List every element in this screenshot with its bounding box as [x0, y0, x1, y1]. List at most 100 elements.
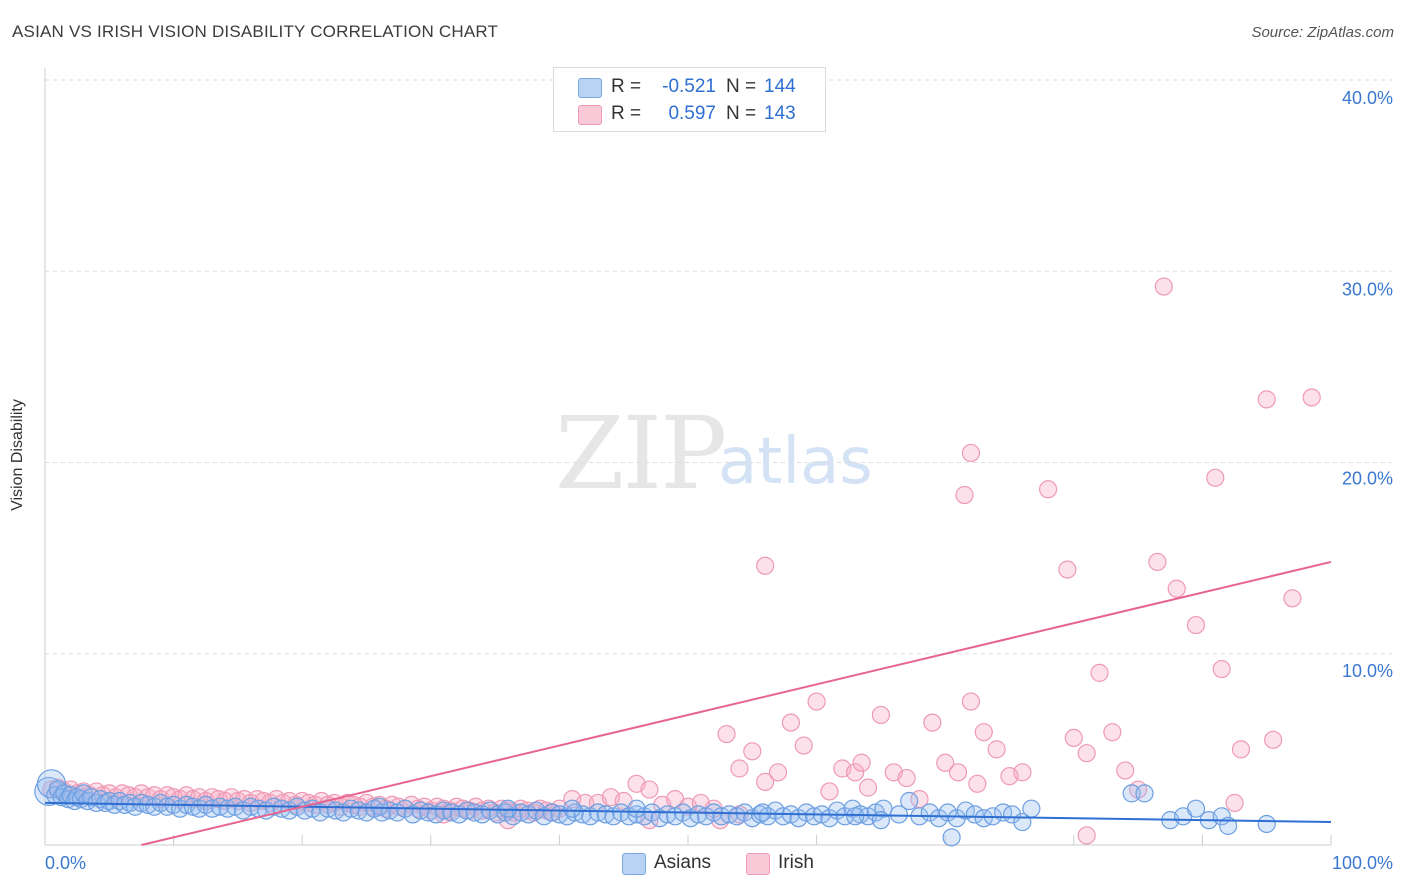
irish-point — [807, 692, 826, 711]
asian-point — [900, 791, 919, 811]
irish-point — [1225, 793, 1244, 813]
irish-point — [1257, 390, 1276, 409]
x-tick-label: 0.0% — [45, 853, 86, 873]
asian-point — [956, 801, 975, 820]
irish-point — [852, 753, 871, 772]
asian-point — [753, 803, 772, 822]
irish-point — [730, 759, 749, 778]
irish-point — [955, 485, 974, 505]
legend-r-value-asians: -0.521 — [662, 76, 716, 97]
irish-trend-line — [141, 560, 1332, 846]
asian-point — [370, 797, 389, 816]
irish-point — [781, 713, 800, 732]
asian-point — [942, 828, 961, 847]
irish-point — [968, 774, 987, 793]
y-tick-label: 10.0% — [1342, 661, 1393, 681]
irish-point — [936, 753, 955, 772]
irish-point — [1206, 468, 1225, 487]
y-axis-label: Vision Disability — [9, 399, 26, 511]
asian-point — [1122, 784, 1141, 803]
asian-point — [1219, 816, 1238, 835]
irish-point — [1231, 740, 1251, 759]
trend-lines — [44, 560, 1332, 846]
asian-point — [889, 805, 909, 824]
irish-point — [1302, 388, 1321, 407]
asian-point — [563, 799, 582, 818]
legend-label-irish: Irish — [778, 852, 814, 873]
irish-point — [1064, 728, 1083, 748]
asians-trend-line — [44, 801, 1332, 824]
irish-point — [987, 740, 1006, 759]
asian-point — [871, 811, 891, 830]
irish-point — [640, 780, 659, 799]
watermark-zip: ZIP — [555, 395, 727, 512]
irish-point — [1283, 589, 1302, 608]
asian-point — [835, 807, 854, 826]
y-tick-label: 20.0% — [1342, 469, 1393, 489]
axes — [44, 68, 1332, 846]
asian-point — [1186, 799, 1206, 818]
legend-swatch-asians — [578, 78, 602, 98]
irish-point — [858, 778, 878, 797]
legend-r-label: R = — [611, 76, 642, 97]
irish-point — [1090, 663, 1109, 682]
asian-point — [1257, 814, 1276, 834]
legend-swatch-irish — [578, 105, 602, 125]
legend-swatch-irish — [746, 853, 770, 875]
irish-point — [768, 763, 788, 782]
asian-point — [498, 799, 518, 818]
irish-point — [1116, 761, 1135, 780]
asian-point — [1135, 784, 1154, 803]
legend-n-value-asians: 144 — [764, 76, 796, 97]
irish-point — [974, 723, 993, 742]
asian-point — [974, 809, 993, 828]
irish-point — [756, 772, 775, 791]
x-tick-label: 100.0% — [1332, 853, 1393, 873]
irish-point — [1058, 560, 1077, 579]
correlation-legend: R = -0.521 N = 144 R = 0.597 N = 143 — [553, 67, 826, 132]
y-tick-label: 30.0% — [1342, 279, 1393, 299]
asian-point — [965, 805, 984, 824]
legend-n-label: N = — [726, 103, 757, 124]
irish-point — [1077, 826, 1096, 845]
legend-r-value-irish: 0.597 — [668, 103, 716, 124]
irish-point — [1077, 744, 1096, 763]
irish-point — [1013, 763, 1032, 782]
irish-point — [923, 713, 942, 732]
irish-point — [871, 705, 891, 725]
legend-n-value-irish: 143 — [764, 103, 796, 124]
irish-point — [717, 724, 736, 744]
asian-point — [929, 809, 948, 828]
irish-point — [961, 443, 981, 463]
legend-r-label: R = — [611, 103, 642, 124]
irish-point — [756, 556, 775, 575]
irish-point — [948, 763, 968, 782]
asian-point — [1022, 799, 1041, 818]
irish-point — [1154, 277, 1173, 296]
irish-point — [1186, 615, 1206, 635]
irish-points — [42, 277, 1321, 845]
asian-point — [627, 799, 646, 818]
irish-point — [743, 742, 762, 761]
asian-point — [1002, 805, 1022, 824]
irish-point — [794, 736, 813, 755]
irish-point — [897, 768, 916, 788]
y-tick-label: 40.0% — [1342, 88, 1393, 108]
irish-point — [1212, 659, 1231, 679]
irish-point — [1167, 579, 1186, 598]
irish-point — [1103, 723, 1122, 742]
asian-point — [846, 807, 865, 826]
irish-point — [1038, 480, 1058, 499]
gridlines — [45, 79, 1392, 655]
irish-point — [1148, 552, 1167, 572]
legend-swatch-asians — [622, 853, 646, 875]
chart-title: ASIAN VS IRISH VISION DISABILITY CORRELA… — [12, 22, 499, 41]
tick-labels: 10.0% 20.0% 30.0% 40.0% 0.0% 100.0% — [45, 88, 1393, 873]
irish-point — [1264, 730, 1283, 749]
legend-label-asians: Asians — [654, 852, 712, 873]
irish-point — [820, 782, 839, 801]
irish-point — [846, 763, 865, 782]
source-label: Source: ZipAtlas.com — [1251, 24, 1394, 41]
irish-point — [961, 692, 981, 711]
